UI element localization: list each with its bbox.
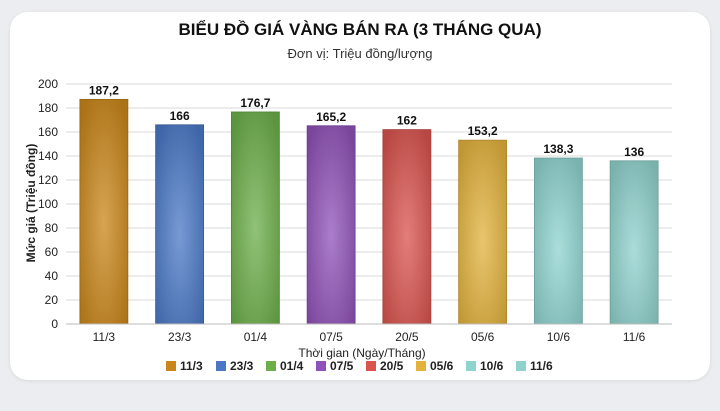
legend-label: 05/6 — [430, 359, 454, 373]
legend-item: 07/5 — [316, 359, 354, 373]
data-label: 162 — [397, 114, 417, 128]
y-tick-label: 20 — [45, 293, 59, 307]
x-axis-label: Thời gian (Ngày/Tháng) — [298, 346, 425, 360]
legend-swatch — [466, 361, 476, 371]
y-tick-label: 80 — [45, 221, 59, 235]
y-tick-label: 160 — [38, 125, 58, 139]
y-tick-label: 60 — [45, 245, 59, 259]
legend-swatch — [316, 361, 326, 371]
legend-swatch — [516, 361, 526, 371]
data-label: 187,2 — [89, 83, 119, 97]
x-tick-label: 10/6 — [547, 330, 571, 344]
y-tick-label: 120 — [38, 173, 58, 187]
x-tick-label: 11/3 — [93, 330, 116, 344]
legend-item: 20/5 — [366, 359, 404, 373]
data-label: 165,2 — [316, 110, 346, 124]
legend-item: 11/6 — [516, 359, 553, 373]
legend-swatch — [266, 361, 276, 371]
legend-label: 01/4 — [280, 359, 304, 373]
y-tick-label: 40 — [45, 269, 59, 283]
bar-07-5 — [306, 125, 356, 325]
legend-label: 23/3 — [230, 359, 254, 373]
data-label: 166 — [170, 109, 190, 123]
legend-swatch — [366, 361, 376, 371]
legend-label: 07/5 — [330, 359, 354, 373]
y-tick-label: 0 — [51, 317, 58, 331]
x-tick-label: 07/5 — [319, 330, 343, 344]
bar-10-6 — [533, 157, 583, 325]
data-label: 153,2 — [468, 124, 498, 138]
bar-20-5 — [382, 129, 432, 325]
y-tick-label: 200 — [38, 77, 58, 91]
y-tick-label: 180 — [38, 101, 58, 115]
legend-item: 05/6 — [416, 359, 454, 373]
x-tick-label: 01/4 — [244, 330, 268, 344]
x-tick-label: 23/3 — [168, 330, 192, 344]
y-axis-label: Mức giá (Triệu đồng) — [24, 144, 38, 263]
data-label: 136 — [624, 145, 644, 159]
legend-item: 10/6 — [466, 359, 504, 373]
bar-01-4 — [230, 111, 280, 325]
legend-item: 01/4 — [266, 359, 304, 373]
data-label: 138,3 — [543, 142, 573, 156]
bar-11-6 — [609, 160, 659, 325]
legend-label: 11/6 — [530, 359, 553, 373]
chart-title: BIỂU ĐỒ GIÁ VÀNG BÁN RA (3 THÁNG QUA) — [178, 20, 542, 39]
legend-swatch — [166, 361, 176, 371]
bar-11-3 — [79, 98, 129, 325]
legend-swatch — [216, 361, 226, 371]
x-tick-label: 20/5 — [395, 330, 419, 344]
legend-label: 20/5 — [380, 359, 404, 373]
chart-subtitle: Đơn vị: Triệu đồng/lượng — [287, 46, 433, 61]
legend-item: 23/3 — [216, 359, 254, 373]
y-tick-label: 100 — [38, 197, 58, 211]
x-tick-label: 05/6 — [471, 330, 495, 344]
x-tick-label: 11/6 — [623, 330, 646, 344]
legend-label: 11/3 — [180, 359, 203, 373]
legend-item: 11/3 — [166, 359, 203, 373]
bar-05-6 — [458, 139, 508, 325]
legend-swatch — [416, 361, 426, 371]
bar-23-3 — [155, 124, 205, 325]
legend-label: 10/6 — [480, 359, 504, 373]
data-label: 176,7 — [240, 96, 270, 110]
y-tick-label: 140 — [38, 149, 58, 163]
